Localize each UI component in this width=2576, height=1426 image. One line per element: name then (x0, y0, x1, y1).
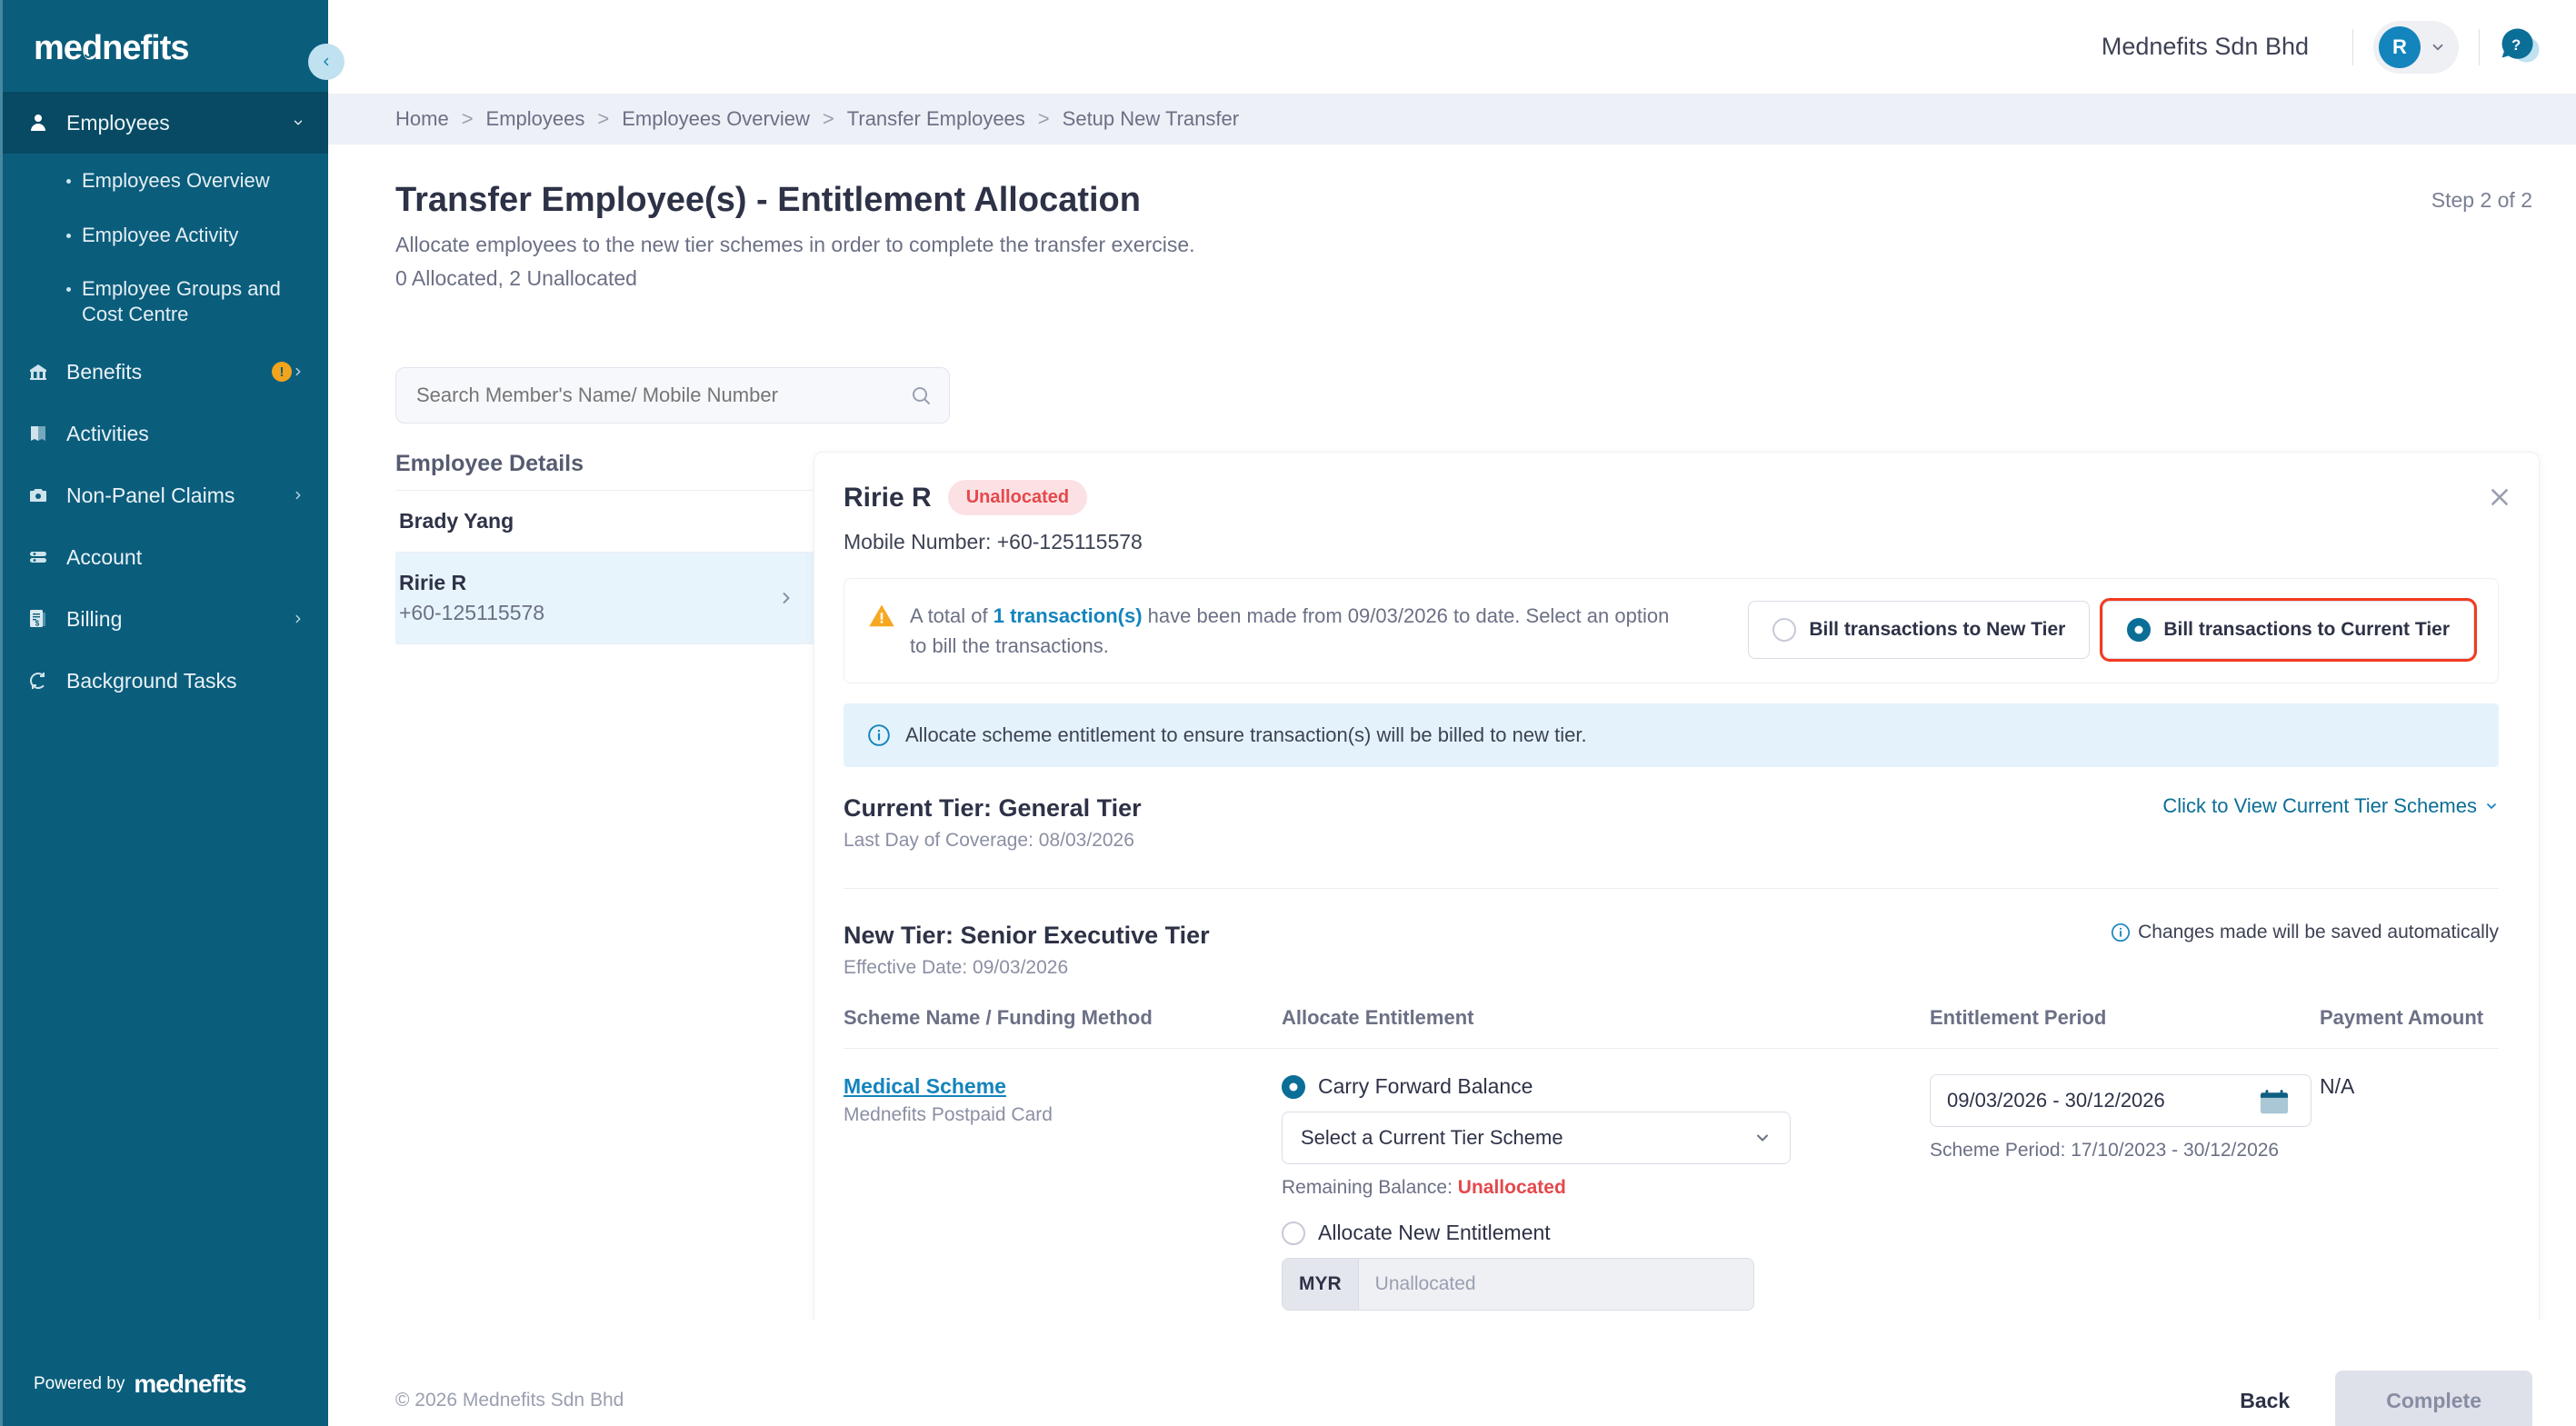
svg-text:?: ? (2511, 36, 2521, 54)
svg-text:$: $ (35, 620, 40, 628)
